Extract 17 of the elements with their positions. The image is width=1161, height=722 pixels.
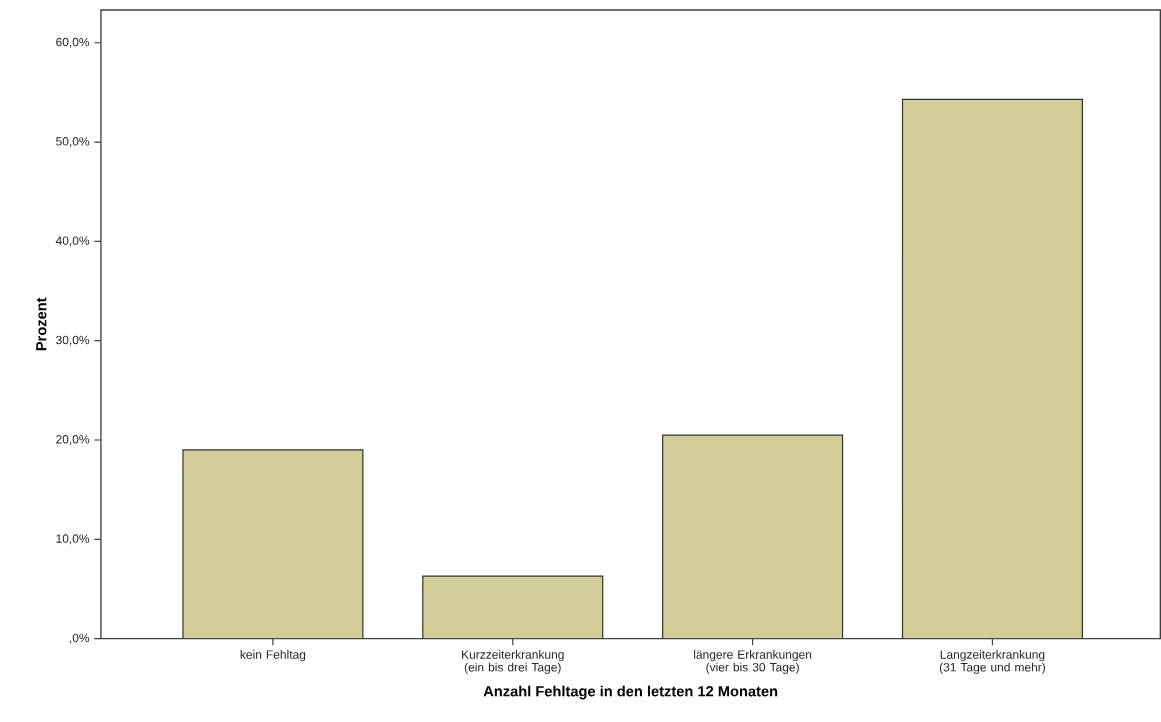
x-tick-label: Langzeiterkrankung (31 Tage und mehr): [939, 650, 1046, 675]
x-tick-label: Kurzzeiterkrankung (ein bis drei Tage): [462, 650, 564, 675]
bar: [662, 434, 844, 639]
y-tick-label: 40,0%: [55, 236, 90, 247]
x-axis-title: Anzahl Fehltage in den letzten 12 Monaten: [483, 685, 778, 700]
y-tick-label: 30,0%: [56, 335, 90, 346]
y-axis-title: Prozent: [36, 297, 47, 351]
x-tick-label: kein Fehltag: [240, 650, 306, 662]
y-tick-label: ,0%: [70, 633, 90, 644]
bar: [901, 98, 1083, 639]
x-tick-label: längere Erkrankungen (vier bis 30 Tage): [694, 650, 812, 675]
y-tick-label: 10,0%: [56, 534, 90, 545]
bar: [182, 449, 364, 639]
y-tick-label: 50,0%: [56, 137, 90, 148]
bar: [422, 576, 603, 639]
y-tick-label: 60,0%: [56, 38, 90, 48]
y-tick-label: 20,0%: [56, 435, 90, 446]
